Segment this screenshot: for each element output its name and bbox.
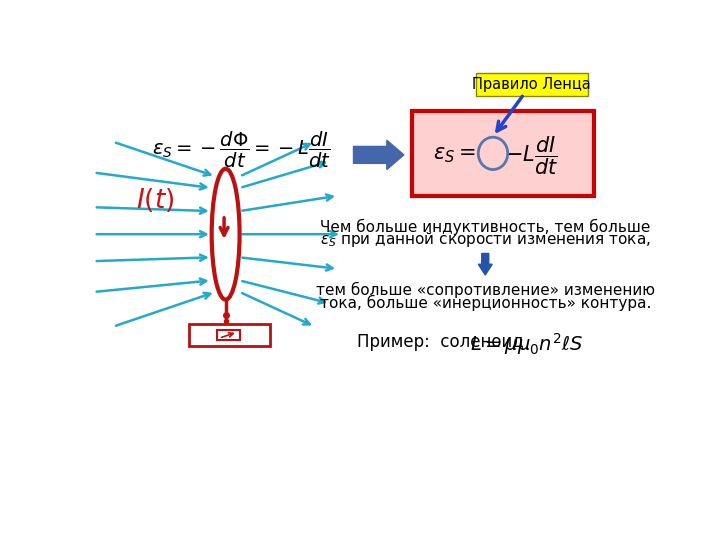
FancyArrow shape xyxy=(478,253,492,275)
FancyBboxPatch shape xyxy=(412,111,594,195)
Text: $-L\dfrac{dI}{dt}$: $-L\dfrac{dI}{dt}$ xyxy=(505,134,558,177)
Text: $L = \mu\mu_0 n^2 \ell S$: $L = \mu\mu_0 n^2 \ell S$ xyxy=(469,332,583,357)
FancyBboxPatch shape xyxy=(476,72,588,96)
Text: тем больше «сопротивление» изменению: тем больше «сопротивление» изменению xyxy=(316,281,654,298)
Text: $\varepsilon_S = -\dfrac{d\Phi}{dt} = -L\dfrac{dI}{dt}$: $\varepsilon_S = -\dfrac{d\Phi}{dt} = -L… xyxy=(151,130,330,170)
Text: тока, больше «инерционность» контура.: тока, больше «инерционность» контура. xyxy=(320,295,651,311)
FancyBboxPatch shape xyxy=(217,330,240,340)
Text: $\varepsilon_S$ при данной скорости изменения тока,: $\varepsilon_S$ при данной скорости изме… xyxy=(320,230,651,249)
Text: Пример:  соленоид: Пример: соленоид xyxy=(357,333,524,351)
Text: $\varepsilon_S =$: $\varepsilon_S =$ xyxy=(433,146,475,165)
FancyArrow shape xyxy=(354,140,404,170)
Text: Правило Ленца: Правило Ленца xyxy=(472,77,591,92)
Text: Чем больше индуктивность, тем больше: Чем больше индуктивность, тем больше xyxy=(320,218,650,234)
FancyBboxPatch shape xyxy=(189,325,270,346)
Text: $I(t)$: $I(t)$ xyxy=(137,186,175,213)
